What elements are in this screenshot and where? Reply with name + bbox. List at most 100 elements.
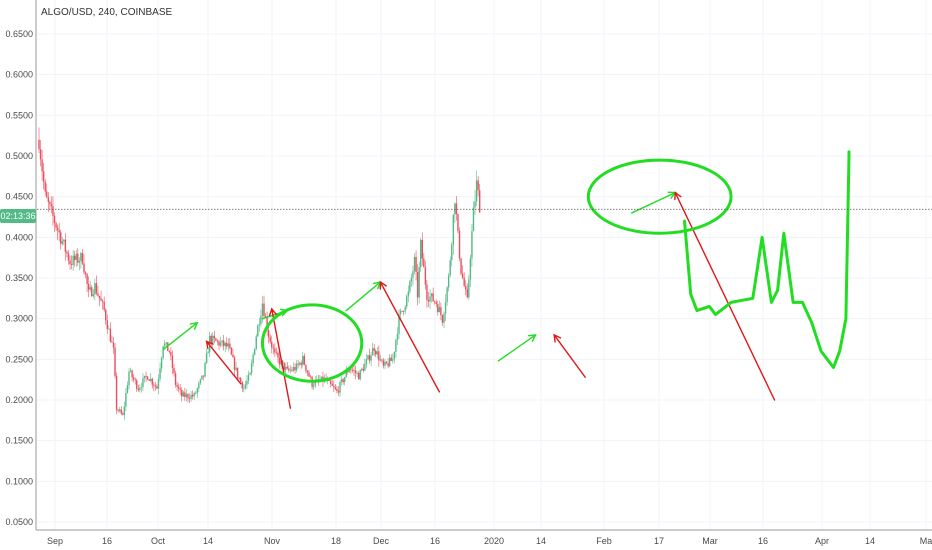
candle-body (271, 341, 273, 348)
candle-body (41, 159, 43, 172)
candle-body (106, 320, 108, 329)
candle-body (188, 398, 191, 399)
candle-body (283, 362, 285, 371)
candle-body (468, 279, 470, 298)
candle-body (312, 385, 315, 387)
y-tick-label: 0.2000 (5, 395, 33, 405)
y-tick-label: 0.5000 (5, 151, 33, 161)
candle-body (362, 368, 365, 371)
red-arrow (271, 308, 292, 409)
candle-body (207, 351, 209, 354)
candle-body (63, 239, 65, 242)
candle-body (150, 378, 152, 381)
drawing-annotations (162, 150, 851, 409)
candle-body (95, 283, 98, 294)
candle-body (396, 333, 399, 340)
red-arrow-head (268, 307, 277, 317)
candle-body (162, 346, 164, 358)
candle-body (100, 298, 102, 301)
candle-body (117, 409, 119, 411)
candle-body (337, 390, 340, 393)
candle-body (264, 316, 267, 318)
candle-body (257, 325, 259, 337)
candle-body (163, 343, 166, 347)
x-tick-label: Dec (373, 536, 390, 546)
candle-body (334, 387, 337, 389)
candle-body (376, 351, 378, 355)
candle-body (269, 337, 271, 342)
candle-body (136, 380, 138, 389)
candle-body (67, 253, 70, 261)
candle-body (438, 307, 441, 313)
candle-body (457, 214, 459, 231)
candle-body (38, 139, 40, 150)
candle-body (291, 369, 293, 371)
candle-body (393, 351, 396, 359)
candle-body (379, 359, 382, 361)
candle-body (420, 239, 422, 268)
green-circle-highlight (586, 158, 733, 235)
candle-body (375, 350, 377, 355)
candle-body (294, 367, 296, 371)
candle-body (437, 303, 439, 313)
candle-body (387, 363, 389, 367)
candle-body (61, 241, 63, 244)
candle-body (446, 287, 448, 303)
x-tick-label: Feb (596, 536, 612, 546)
candle-body (112, 342, 115, 348)
candle-body (392, 358, 394, 361)
red-arrow-head (205, 340, 214, 350)
candle-body (92, 294, 95, 297)
candle-body (302, 355, 304, 365)
candle-body (215, 338, 217, 341)
candle-body (187, 394, 189, 399)
candle-body (210, 335, 212, 344)
candle-body (471, 231, 473, 259)
candle-body (260, 315, 262, 325)
candle-body (177, 386, 180, 389)
candle-body (131, 370, 133, 378)
candle-body (126, 385, 129, 393)
y-axis-ticks[interactable]: 0.6500 0.6000 0.5500 0.5000 0.4500 0.4000 0.35… (5, 29, 33, 527)
candle-body (461, 273, 464, 278)
candle-body (432, 293, 434, 302)
candle-body (427, 299, 430, 302)
candle-body (339, 381, 341, 393)
candle-body (145, 375, 147, 377)
green-arrow-head (527, 334, 537, 342)
candle-body (91, 287, 93, 297)
x-tick-label: Oct (151, 536, 166, 546)
candle-body (156, 386, 158, 389)
y-tick-label: 0.1000 (5, 476, 33, 486)
red-arrow (674, 191, 776, 401)
green-freehand-projection (683, 150, 851, 369)
candle-body (373, 348, 375, 351)
candle-body (443, 313, 445, 323)
candle-body (477, 180, 479, 191)
candle-body (58, 230, 60, 233)
candle-body (83, 263, 85, 273)
candle-body (140, 387, 143, 388)
symbol-title: ALGO/USD, 240, COINBASE (41, 7, 172, 18)
candle-body (168, 350, 171, 353)
candle-body (202, 375, 205, 377)
candle-body (331, 383, 333, 386)
candle-body (281, 360, 284, 363)
green-arrow (345, 281, 382, 312)
candle-body (42, 171, 45, 182)
candle-body (298, 362, 301, 365)
candle-body (75, 253, 77, 260)
candle-body (440, 307, 442, 316)
candle-body (39, 149, 42, 160)
candle-body (275, 352, 278, 354)
candle-body (246, 380, 248, 385)
candle-body (64, 239, 67, 252)
candle-body (343, 377, 346, 383)
candle-body (142, 378, 144, 388)
candle-body (429, 296, 431, 302)
candle-body (212, 335, 214, 344)
candle-body (70, 264, 73, 265)
x-axis-ticks[interactable]: Sep 16 Oct 14 Nov 18 Dec 16 2020 14 Feb 17 Mar 16 Apr 1… (47, 536, 932, 546)
x-tick-label: 16 (430, 536, 440, 546)
